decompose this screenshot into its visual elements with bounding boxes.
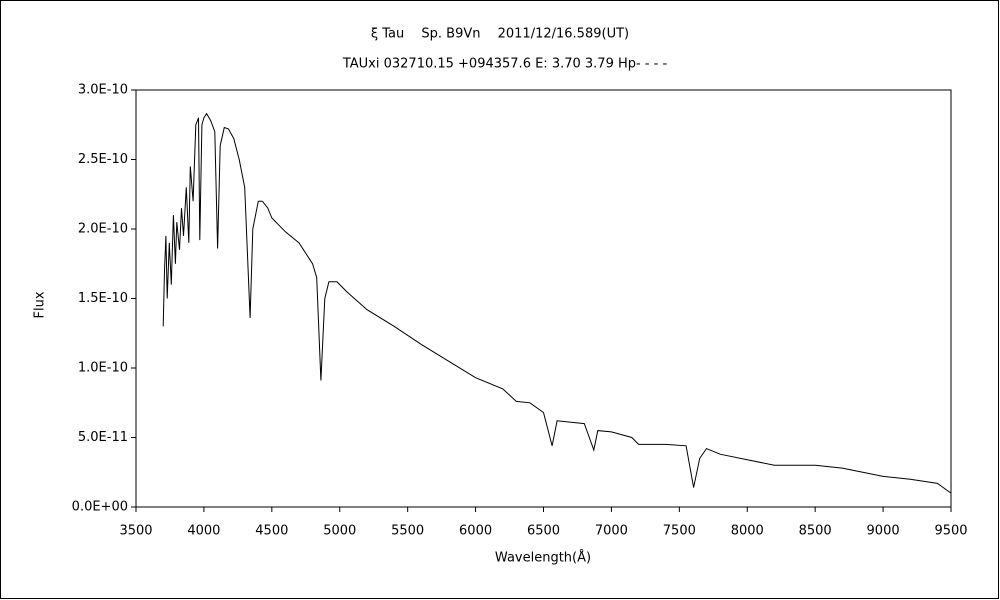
x-tick-label: 9000: [867, 524, 900, 539]
x-tick-label: 7000: [595, 524, 628, 539]
x-tick-label: 5000: [323, 524, 356, 539]
x-axis-label: Wavelength(Å): [495, 550, 591, 566]
y-tick-label: 1.0E-10: [78, 361, 128, 376]
x-tick-label: 3500: [119, 524, 152, 539]
y-tick-label: 1.5E-10: [78, 291, 128, 306]
spectrum-line: [162, 112, 952, 494]
y-tick-label: 5.0E-11: [78, 430, 128, 445]
x-tick-label: 5500: [391, 524, 424, 539]
y-tick-label: 2.5E-10: [78, 152, 128, 167]
y-axis-label: Flux: [33, 291, 48, 318]
y-tick-label: 2.0E-10: [78, 222, 128, 237]
x-tick-label: 9500: [934, 524, 967, 539]
x-tick-label: 8000: [731, 524, 764, 539]
x-tick-label: 6500: [527, 524, 560, 539]
x-tick-label: 4500: [255, 524, 288, 539]
y-tick-label: 0.0E+00: [72, 500, 128, 515]
chart-subtitle: TAUxi 032710.15 +094357.6 E: 3.70 3.79 H…: [342, 57, 668, 72]
x-tick-label: 4000: [187, 524, 220, 539]
x-tick-label: 7500: [663, 524, 696, 539]
x-tick-label: 6000: [459, 524, 492, 539]
chart-title: ξ Tau Sp. B9Vn 2011/12/16.589(UT): [371, 27, 629, 42]
x-tick-label: 8500: [799, 524, 832, 539]
y-tick-label: 3.0E-10: [78, 83, 128, 98]
